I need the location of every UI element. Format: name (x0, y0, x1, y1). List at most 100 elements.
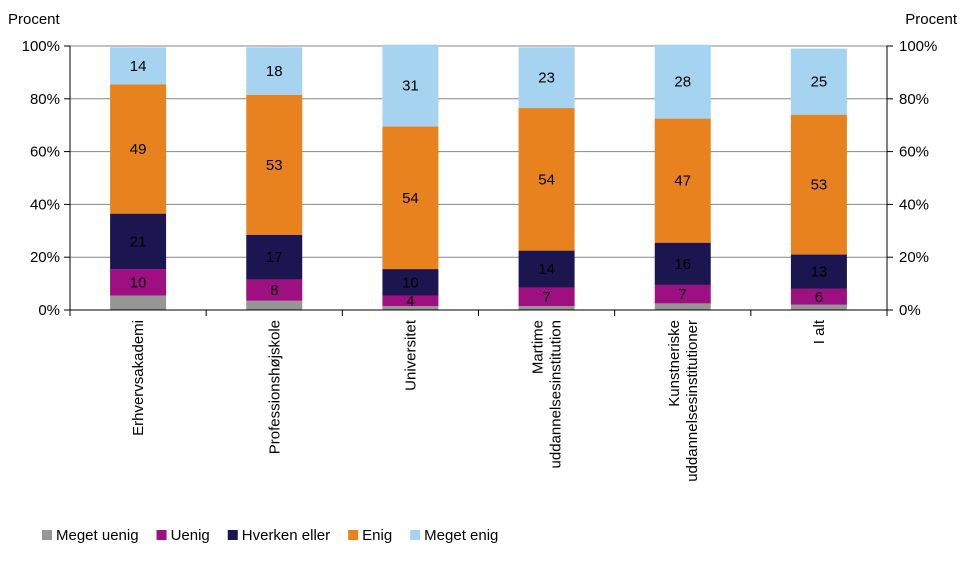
bar-segment (246, 94, 303, 235)
data-label: 54 (538, 171, 555, 188)
y-tick-label-right: 60% (899, 144, 929, 161)
data-label: 7 (542, 289, 550, 306)
legend: Meget uenig Uenig Hverken eller Enig Meget e… (42, 527, 498, 544)
x-category-label: I alt (811, 319, 828, 344)
data-label: 17 (266, 249, 283, 266)
data-label: 53 (266, 157, 283, 174)
bar-segment (518, 47, 575, 109)
legend-item: Enig (348, 527, 392, 544)
bar-segment (246, 234, 303, 280)
bar-segment (382, 126, 439, 270)
data-label: 14 (538, 261, 555, 278)
legend-swatch (227, 530, 238, 540)
y-tick-label-left: 0% (38, 302, 60, 319)
gridlines (70, 45, 887, 258)
data-label: 23 (538, 70, 555, 87)
y-tick-label-right: 100% (899, 38, 937, 55)
y-tick-label-left: 80% (30, 91, 60, 108)
legend-label: Enig (362, 527, 392, 544)
data-label: 10 (130, 274, 147, 291)
legend-item: Meget uenig (42, 527, 139, 544)
bar-segment (382, 295, 439, 307)
legend-label: Hverken eller (242, 527, 330, 544)
data-label: 49 (130, 141, 147, 158)
bar-segment (790, 48, 847, 115)
x-category-label: Kunstneriske uddannelsesinstitutioner (666, 320, 701, 482)
bar-segment (790, 254, 847, 289)
x-category-label-line: I alt (811, 319, 828, 344)
y-tick-label-left: 20% (30, 249, 60, 266)
x-category-label-line: uddannelsesinstitutioner (684, 320, 701, 482)
legend-swatch (42, 530, 52, 540)
data-label: 4 (406, 293, 414, 310)
legend-label: Meget uenig (56, 527, 139, 544)
x-category-label-line: Martime (530, 320, 547, 374)
bar-segment (518, 108, 575, 251)
legend-swatch (410, 530, 421, 540)
labels: 0% 0% 20% 20% 40% 40% 60% 60% 80% 80% 100% 100% Proc… (8, 11, 958, 482)
legend-label: Uenig (171, 527, 210, 544)
bar-segment (654, 44, 711, 119)
data-label: 54 (402, 190, 419, 207)
legend-item: Meget enig (410, 527, 498, 544)
bar-segment (110, 84, 167, 214)
data-label: 7 (679, 286, 687, 303)
y-tick-label-right: 40% (899, 196, 929, 213)
bar-segment (246, 300, 303, 310)
y-tick-label-left: 100% (22, 38, 60, 55)
bar-segment (654, 118, 711, 243)
bar-segment (790, 304, 847, 310)
bar-segment (382, 44, 439, 127)
x-category-label-line: uddannelsesinstitution (548, 320, 565, 468)
y-tick-label-right: 20% (899, 249, 929, 266)
bar-segment (790, 114, 847, 255)
y-axis-unit-right: Procent (905, 11, 958, 28)
data-label: 28 (674, 74, 691, 91)
y-tick-label-left: 60% (30, 144, 60, 161)
bar-segment (790, 288, 847, 305)
x-category-label-line: Kunstneriske (666, 320, 683, 407)
x-category-label-line: Professionshøjskole (266, 320, 283, 454)
data-label: 31 (402, 78, 419, 95)
data-label: 14 (130, 58, 147, 75)
x-category-label: Martime uddannelsesinstitution (530, 320, 565, 468)
bar-segment (518, 250, 575, 288)
x-category-label-line: Erhvervsakademi (130, 320, 147, 436)
x-category-label: Professionshøjskole (266, 320, 283, 454)
bar-segment (382, 306, 439, 310)
data-label: 53 (811, 177, 828, 194)
x-category-label-line: Universitet (402, 319, 419, 391)
data-label: 21 (130, 233, 147, 250)
x-category-label: Erhvervsakademi (130, 320, 147, 436)
data-label: 8 (270, 282, 278, 299)
axes (64, 45, 893, 316)
data-label: 6 (815, 289, 823, 306)
legend-swatch (156, 530, 167, 540)
legend-label: Meget enig (424, 527, 498, 544)
bar-segment (382, 269, 439, 296)
bar-segment (110, 269, 167, 296)
bar-segment (246, 279, 303, 301)
bar-segment (110, 213, 167, 270)
legend-item: Hverken eller (227, 527, 330, 544)
y-axis-unit-left: Procent (8, 11, 61, 28)
bars (110, 44, 847, 310)
data-label: 47 (674, 173, 691, 190)
data-label: 10 (402, 274, 419, 291)
bar-segment (518, 306, 575, 310)
data-label: 25 (811, 74, 828, 91)
bar-segment (654, 284, 711, 304)
bar-segment (110, 47, 167, 85)
bar-segment (654, 242, 711, 285)
y-tick-label-right: 0% (899, 302, 921, 319)
y-tick-label-right: 80% (899, 91, 929, 108)
bar-segment (246, 47, 303, 95)
data-label: 13 (811, 264, 828, 281)
bar-segment (518, 287, 575, 307)
legend-item: Uenig (156, 527, 210, 544)
bar-segment (110, 295, 167, 310)
x-category-label: Universitet (402, 319, 419, 391)
bar-segment (654, 303, 711, 310)
data-label: 16 (674, 256, 691, 273)
